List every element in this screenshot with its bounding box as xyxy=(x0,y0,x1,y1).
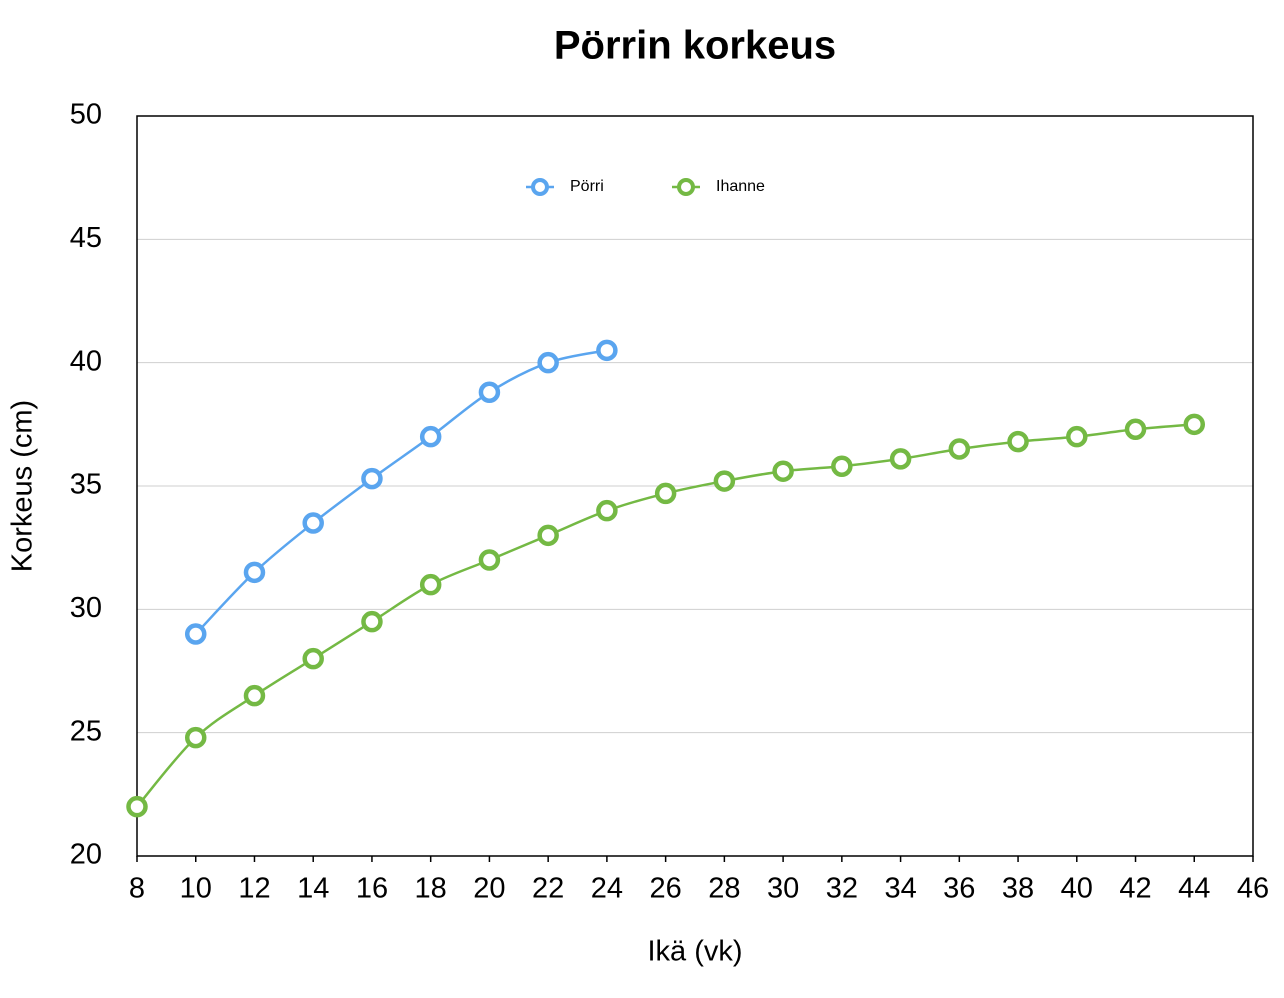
data-point xyxy=(537,351,559,374)
legend-label: Ihanne xyxy=(716,178,765,195)
x-tick-label: 14 xyxy=(297,873,329,905)
x-tick-label: 40 xyxy=(1061,873,1093,905)
chart-title: Pörrin korkeus xyxy=(554,24,836,68)
x-tick-label: 46 xyxy=(1237,873,1269,905)
data-point xyxy=(1124,418,1147,441)
data-point xyxy=(302,647,324,670)
data-point xyxy=(889,448,912,470)
x-tick-label: 28 xyxy=(708,873,740,905)
legend-marker xyxy=(531,178,549,196)
y-tick-label: 40 xyxy=(70,345,102,377)
series-line xyxy=(194,349,608,635)
series-line xyxy=(136,423,1195,808)
y-tick-label: 20 xyxy=(70,839,102,871)
legend-marker xyxy=(677,178,695,196)
x-axis-label: Ikä (vk) xyxy=(647,936,742,968)
x-tick-label: 16 xyxy=(356,873,388,905)
y-tick-label: 50 xyxy=(70,99,102,131)
data-point xyxy=(713,470,736,492)
data-point xyxy=(772,460,794,482)
data-point xyxy=(361,610,383,633)
y-tick-label: 45 xyxy=(70,222,102,254)
x-tick-label: 30 xyxy=(767,873,799,905)
data-point xyxy=(831,455,853,478)
y-tick-label: 30 xyxy=(70,592,102,624)
x-tick-label: 42 xyxy=(1119,873,1151,905)
data-point xyxy=(184,726,207,749)
plot-frame xyxy=(136,115,1254,857)
x-tick-label: 8 xyxy=(129,873,145,905)
x-tick-label: 26 xyxy=(649,873,681,905)
x-tick-label: 32 xyxy=(826,873,858,905)
data-point xyxy=(478,381,501,404)
data-point xyxy=(419,425,442,448)
data-point xyxy=(654,482,677,505)
x-tick-label: 10 xyxy=(180,873,212,905)
x-tick-label: 24 xyxy=(591,873,623,905)
data-point xyxy=(537,524,559,547)
data-point xyxy=(948,438,971,460)
data-point xyxy=(419,573,442,596)
x-tick-label: 38 xyxy=(1002,873,1034,905)
data-point xyxy=(1183,413,1206,436)
y-tick-label: 25 xyxy=(70,715,102,747)
x-tick-label: 44 xyxy=(1178,873,1210,905)
x-tick-label: 22 xyxy=(532,873,564,905)
data-point xyxy=(1066,425,1088,448)
x-tick-label: 36 xyxy=(943,873,975,905)
legend-label: Pörri xyxy=(570,178,604,195)
x-tick-label: 34 xyxy=(884,873,916,905)
y-tick-label: 35 xyxy=(70,469,102,501)
data-point xyxy=(1007,430,1029,453)
data-point xyxy=(596,339,618,362)
x-tick-label: 18 xyxy=(415,873,447,905)
y-axis-label: Korkeus (cm) xyxy=(7,400,39,572)
x-tick-label: 12 xyxy=(238,873,270,905)
data-point xyxy=(126,795,148,818)
data-point xyxy=(596,499,618,522)
data-point xyxy=(243,684,266,707)
x-tick-label: 20 xyxy=(473,873,505,905)
data-point xyxy=(184,623,207,645)
data-point xyxy=(478,549,501,571)
data-point xyxy=(361,467,383,490)
data-point xyxy=(243,561,266,584)
data-point xyxy=(302,512,324,534)
